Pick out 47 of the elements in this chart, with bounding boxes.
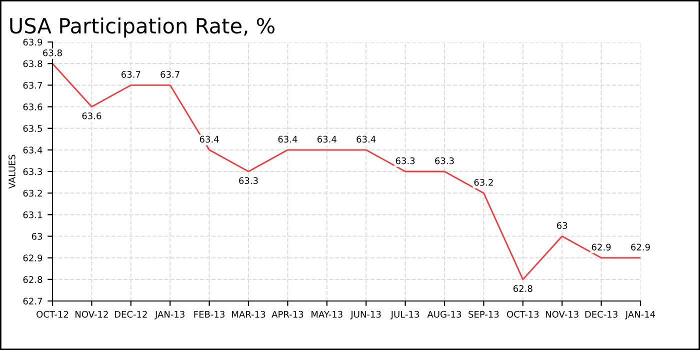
x-tick-label: DEC-13 xyxy=(585,310,618,318)
data-label: 63.4 xyxy=(278,136,298,143)
data-label: 63 xyxy=(556,222,568,229)
data-label: 62.8 xyxy=(513,285,532,292)
data-label: 63.4 xyxy=(356,136,376,143)
data-label: 63.4 xyxy=(200,136,219,143)
y-tick-label: 63.2 xyxy=(23,190,42,197)
y-tick-label: 62.7 xyxy=(23,298,42,305)
y-tick-label: 62.9 xyxy=(23,254,42,262)
x-tick-label: NOV-12 xyxy=(76,310,108,318)
x-tick-label: OCT-13 xyxy=(506,310,539,318)
y-axis-title: VALUES xyxy=(8,154,16,189)
x-tick-label: DEC-12 xyxy=(114,310,147,318)
x-tick-label: SEP-13 xyxy=(468,310,499,318)
x-tick-label: JAN-13 xyxy=(154,310,184,320)
data-label: 63.7 xyxy=(160,71,180,78)
x-tick-label: AUG-13 xyxy=(427,310,462,318)
x-tick-label: MAR-13 xyxy=(232,310,266,318)
data-label: 63.3 xyxy=(396,157,415,164)
y-tick-label: 63.4 xyxy=(23,146,42,154)
x-tick-label: APR-13 xyxy=(272,310,304,318)
data-label: 63.4 xyxy=(317,136,336,143)
y-tick-label: 63.8 xyxy=(23,60,42,68)
y-tick-label: 63.6 xyxy=(23,103,42,110)
x-tick-label: OCT-12 xyxy=(36,310,68,318)
data-label: 62.9 xyxy=(631,244,650,251)
x-tick-label: NOV-13 xyxy=(546,310,578,318)
y-tick-label: 63.3 xyxy=(23,168,42,176)
y-tick-label: 63.5 xyxy=(23,125,42,132)
chart-title: USA Participation Rate, % xyxy=(10,18,274,38)
data-label: 62.9 xyxy=(592,244,611,251)
y-tick-label: 63.1 xyxy=(23,211,42,218)
x-tick-label: JUL-13 xyxy=(390,310,420,320)
x-tick-label: JAN-14 xyxy=(624,311,656,320)
data-label: 63.3 xyxy=(239,177,258,184)
y-tick-label: 63 xyxy=(32,232,42,240)
data-label: 63.2 xyxy=(474,178,493,186)
data-label: 63.7 xyxy=(121,71,140,78)
y-tick-label: 63.7 xyxy=(23,82,42,89)
y-tick-label: 63.9 xyxy=(23,38,42,46)
data-label: 63.6 xyxy=(82,112,102,120)
data-label: 63.3 xyxy=(435,157,454,164)
x-tick-label: MAY-13 xyxy=(312,310,342,318)
x-tick-label: FEB-13 xyxy=(194,310,224,318)
y-tick-label: 62.8 xyxy=(23,276,42,283)
x-tick-label: JUN-13 xyxy=(350,310,381,320)
data-label: 63.8 xyxy=(43,49,62,56)
